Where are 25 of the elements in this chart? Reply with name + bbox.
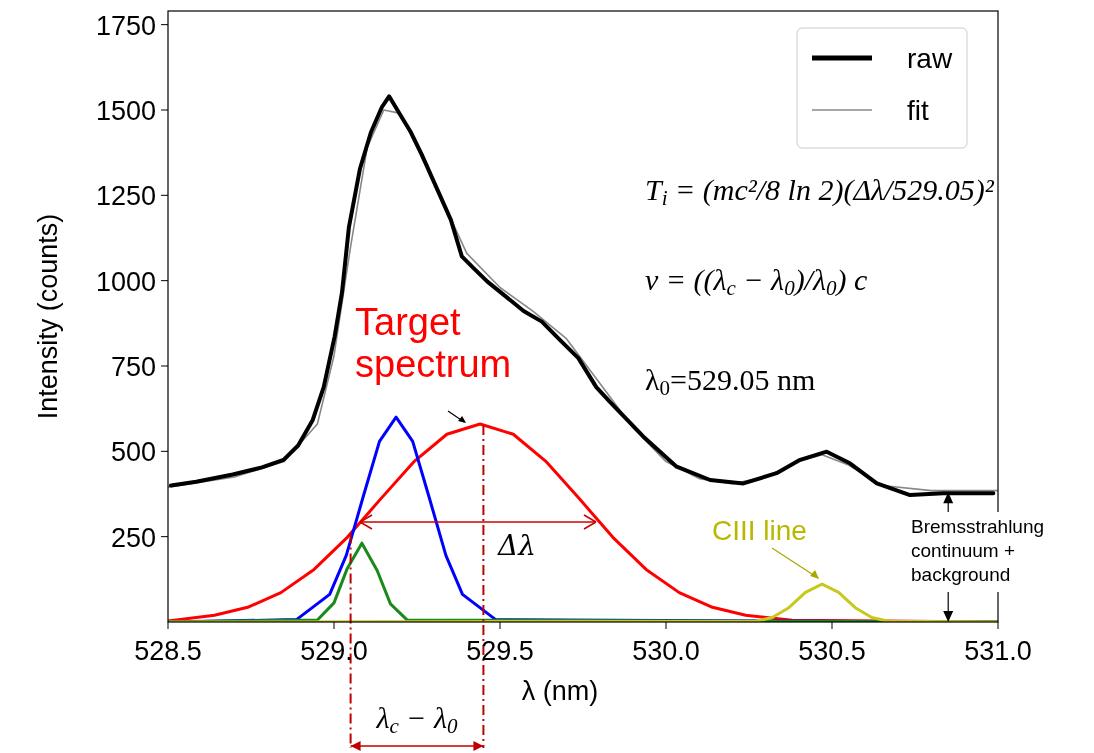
legend-label: fit: [907, 95, 929, 126]
annotation: Bremsstrahlung continuum + background: [911, 516, 1045, 585]
legend-label: raw: [907, 43, 953, 74]
text: λ$_{c}$ − λ$_{0}$: [375, 701, 459, 739]
y-tick-label: 750: [110, 351, 156, 382]
annotation: T$_{i}$ = (mc²/8 ln 2)(Δλ/529.05)²: [645, 173, 995, 211]
annotation: Δλ: [497, 529, 536, 562]
y-tick-label: 1250: [95, 181, 156, 212]
x-tick-label: 529.5: [466, 636, 534, 666]
y-tick-label: 1000: [95, 266, 156, 297]
annotation: λ$_{0}$=529.05 nm: [645, 363, 816, 401]
y-tick-label: 250: [110, 522, 156, 553]
x-tick-label: 528.5: [134, 636, 202, 666]
x-tick-label: 530.0: [632, 636, 700, 666]
x-tick-label: 530.5: [798, 636, 866, 666]
y-axis-title: Intensity (counts): [33, 213, 63, 420]
annotation: CIII line: [712, 515, 807, 546]
x-tick-label: 531.0: [964, 636, 1032, 666]
y-tick-label: 1500: [95, 95, 156, 126]
annotation: v = ((λ$_{c}$ − λ$_{0}$)/λ$_{0}$) c: [645, 263, 868, 301]
y-tick-label: 500: [110, 437, 156, 468]
y-tick-label: 1750: [95, 10, 156, 41]
x-axis-title: λ (nm): [521, 676, 599, 706]
x-tick-label: 529.0: [300, 636, 368, 666]
annotation: Target spectrum: [355, 301, 512, 385]
